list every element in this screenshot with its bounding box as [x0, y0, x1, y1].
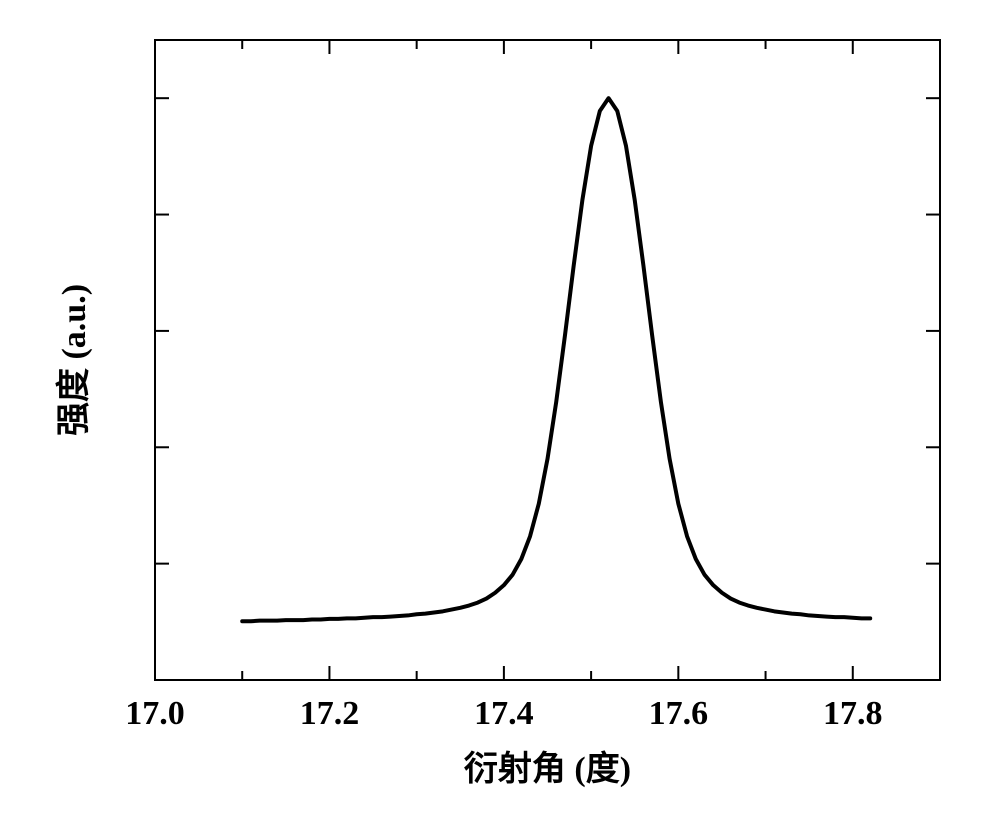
svg-text:17.8: 17.8: [823, 695, 883, 732]
svg-text:17.0: 17.0: [125, 695, 185, 732]
svg-text:17.2: 17.2: [300, 695, 360, 732]
svg-text:强度 (a.u.): 强度 (a.u.): [55, 284, 93, 436]
chart-viewport: 17.0 17.2 17.4 17.6 17.8 衍射角 (度) 强度 (a.u.): [0, 0, 1000, 824]
svg-text:衍射角 (度): 衍射角 (度): [464, 750, 631, 788]
svg-text:17.4: 17.4: [474, 695, 534, 732]
svg-text:17.6: 17.6: [649, 695, 709, 732]
xrd-peak-chart: 17.0 17.2 17.4 17.6 17.8 衍射角 (度) 强度 (a.u.): [0, 0, 1000, 824]
